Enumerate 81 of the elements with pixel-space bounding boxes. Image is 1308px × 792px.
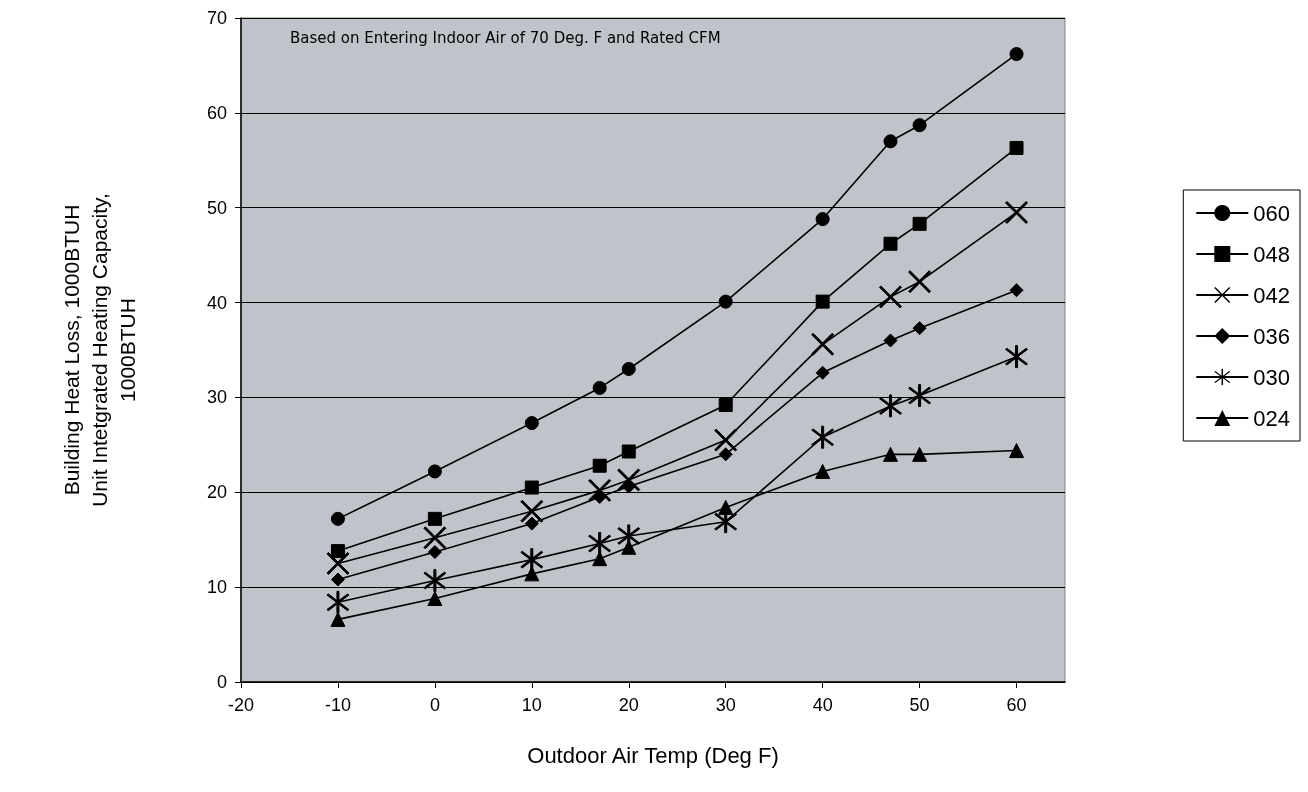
legend-label: 048 [1253,241,1291,267]
point [592,458,607,473]
point [524,566,540,582]
point [1009,140,1024,155]
point [520,499,544,523]
y-tick-label: 10 [206,577,227,598]
legend-label: 024 [1253,405,1291,431]
x-tick-label: 10 [521,695,542,715]
point [524,480,539,495]
point [908,384,932,408]
y-tick-label: 0 [216,672,227,692]
point [815,463,831,479]
point [912,446,928,462]
point [427,464,442,479]
legend-label: 030 [1253,364,1291,390]
x-tick-label: 60 [1006,695,1027,715]
point [621,361,636,376]
point [621,539,637,555]
point [330,544,345,559]
y-tick-label: 50 [206,197,227,218]
point [326,551,350,575]
point [520,548,544,572]
y-tick-label: 60 [206,102,227,123]
point [714,510,738,534]
point [912,216,927,231]
point [330,611,346,627]
point [330,511,345,526]
point [815,212,830,227]
point [621,444,636,459]
point [423,569,447,592]
point [815,365,830,380]
point [524,516,539,531]
point [714,428,738,452]
legend-label: 060 [1253,200,1291,226]
point [912,321,927,336]
point [423,526,447,550]
x-tick-label: 0 [429,695,440,715]
point [718,447,733,462]
point [592,380,607,395]
point [1009,443,1025,459]
annotation: Based on Entering Indoor Air of 70 Deg. F and Rated CFM [290,28,721,47]
x-axis-title: Outdoor Air Temp (Deg F) [527,742,779,768]
x-tick-label: -10 [324,695,351,715]
y-tick-label: 30 [206,387,227,408]
point [427,511,442,526]
legend-label: 042 [1253,282,1291,308]
point [879,394,903,418]
point [524,416,539,431]
point [592,551,608,567]
point [1009,47,1024,62]
y-tick-label: 70 [206,8,227,28]
legend-label: 036 [1253,323,1291,349]
point [811,332,835,356]
x-tick-label: 30 [715,695,736,715]
point [811,425,835,449]
x-tick-label: 50 [909,695,930,715]
point [908,270,932,294]
point [1009,283,1024,298]
point [1005,345,1029,369]
point [718,294,733,309]
x-tick-label: 20 [618,695,639,715]
point [883,236,898,251]
y-tick-label: 40 [206,292,227,313]
point [1005,200,1029,224]
x-tick-label: 40 [812,695,833,715]
point [883,446,899,462]
point [718,398,733,413]
point [883,333,898,348]
point [427,545,442,560]
point [330,572,345,587]
point [815,294,830,309]
point [718,499,734,515]
y-axis-title: Building Heat Loss, 1000BTUH Unit Intetgrated Heating Capacity, 1000BTUH [59,193,139,507]
point [588,532,612,556]
point [879,285,903,309]
point [326,590,350,614]
x-tick-label: -20 [227,695,255,715]
point [912,118,927,133]
y-tick-label: 20 [206,482,227,503]
point [883,134,898,149]
point [427,591,443,607]
